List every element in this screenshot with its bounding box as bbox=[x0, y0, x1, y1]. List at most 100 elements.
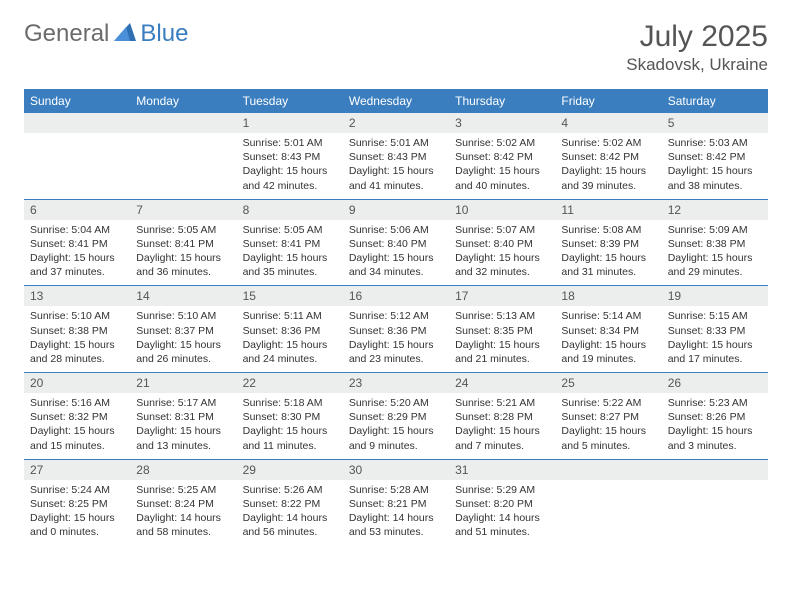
day-details: Sunrise: 5:26 AMSunset: 8:22 PMDaylight:… bbox=[237, 480, 343, 546]
weekday-header: Wednesday bbox=[343, 89, 449, 113]
sunrise-line: Sunrise: 5:01 AM bbox=[349, 136, 443, 150]
day-details: Sunrise: 5:08 AMSunset: 8:39 PMDaylight:… bbox=[555, 220, 661, 286]
day-details: Sunrise: 5:13 AMSunset: 8:35 PMDaylight:… bbox=[449, 306, 555, 372]
daylight-line: Daylight: 14 hours and 58 minutes. bbox=[136, 511, 230, 539]
sunset-line: Sunset: 8:28 PM bbox=[455, 410, 549, 424]
sunrise-line: Sunrise: 5:06 AM bbox=[349, 223, 443, 237]
weekday-header: Thursday bbox=[449, 89, 555, 113]
sunrise-line: Sunrise: 5:21 AM bbox=[455, 396, 549, 410]
sunset-line: Sunset: 8:20 PM bbox=[455, 497, 549, 511]
day-details: Sunrise: 5:10 AMSunset: 8:38 PMDaylight:… bbox=[24, 306, 130, 372]
day-number: 15 bbox=[237, 286, 343, 306]
calendar-cell: 7Sunrise: 5:05 AMSunset: 8:41 PMDaylight… bbox=[130, 199, 236, 286]
calendar-cell: 28Sunrise: 5:25 AMSunset: 8:24 PMDayligh… bbox=[130, 459, 236, 545]
day-details: Sunrise: 5:14 AMSunset: 8:34 PMDaylight:… bbox=[555, 306, 661, 372]
day-details: Sunrise: 5:07 AMSunset: 8:40 PMDaylight:… bbox=[449, 220, 555, 286]
brand-triangle-icon bbox=[114, 23, 136, 46]
sunset-line: Sunset: 8:41 PM bbox=[243, 237, 337, 251]
calendar-cell bbox=[662, 459, 768, 545]
sunrise-line: Sunrise: 5:10 AM bbox=[136, 309, 230, 323]
daylight-line: Daylight: 14 hours and 56 minutes. bbox=[243, 511, 337, 539]
calendar-cell: 19Sunrise: 5:15 AMSunset: 8:33 PMDayligh… bbox=[662, 286, 768, 373]
daylight-line: Daylight: 15 hours and 21 minutes. bbox=[455, 338, 549, 366]
sunrise-line: Sunrise: 5:16 AM bbox=[30, 396, 124, 410]
sunset-line: Sunset: 8:43 PM bbox=[243, 150, 337, 164]
daylight-line: Daylight: 15 hours and 9 minutes. bbox=[349, 424, 443, 452]
daylight-line: Daylight: 15 hours and 19 minutes. bbox=[561, 338, 655, 366]
day-number: 18 bbox=[555, 286, 661, 306]
day-details: Sunrise: 5:05 AMSunset: 8:41 PMDaylight:… bbox=[130, 220, 236, 286]
calendar-cell: 9Sunrise: 5:06 AMSunset: 8:40 PMDaylight… bbox=[343, 199, 449, 286]
day-number: 21 bbox=[130, 373, 236, 393]
daylight-line: Daylight: 15 hours and 31 minutes. bbox=[561, 251, 655, 279]
sunset-line: Sunset: 8:38 PM bbox=[30, 324, 124, 338]
daylight-line: Daylight: 14 hours and 53 minutes. bbox=[349, 511, 443, 539]
sunset-line: Sunset: 8:41 PM bbox=[136, 237, 230, 251]
day-number: 4 bbox=[555, 113, 661, 133]
calendar-cell: 25Sunrise: 5:22 AMSunset: 8:27 PMDayligh… bbox=[555, 373, 661, 460]
sunset-line: Sunset: 8:25 PM bbox=[30, 497, 124, 511]
sunrise-line: Sunrise: 5:12 AM bbox=[349, 309, 443, 323]
day-details: Sunrise: 5:22 AMSunset: 8:27 PMDaylight:… bbox=[555, 393, 661, 459]
page-header: General Blue July 2025 Skadovsk, Ukraine bbox=[24, 20, 768, 75]
day-number: 20 bbox=[24, 373, 130, 393]
calendar-week-row: 20Sunrise: 5:16 AMSunset: 8:32 PMDayligh… bbox=[24, 373, 768, 460]
daylight-line: Daylight: 15 hours and 23 minutes. bbox=[349, 338, 443, 366]
sunset-line: Sunset: 8:35 PM bbox=[455, 324, 549, 338]
calendar-table: Sunday Monday Tuesday Wednesday Thursday… bbox=[24, 89, 768, 545]
calendar-week-row: 6Sunrise: 5:04 AMSunset: 8:41 PMDaylight… bbox=[24, 199, 768, 286]
calendar-cell: 15Sunrise: 5:11 AMSunset: 8:36 PMDayligh… bbox=[237, 286, 343, 373]
day-number: 24 bbox=[449, 373, 555, 393]
day-number: 27 bbox=[24, 460, 130, 480]
daylight-line: Daylight: 14 hours and 51 minutes. bbox=[455, 511, 549, 539]
sunset-line: Sunset: 8:21 PM bbox=[349, 497, 443, 511]
calendar-cell: 1Sunrise: 5:01 AMSunset: 8:43 PMDaylight… bbox=[237, 113, 343, 199]
daylight-line: Daylight: 15 hours and 38 minutes. bbox=[668, 164, 762, 192]
sunset-line: Sunset: 8:41 PM bbox=[30, 237, 124, 251]
day-number: 12 bbox=[662, 200, 768, 220]
daylight-line: Daylight: 15 hours and 5 minutes. bbox=[561, 424, 655, 452]
calendar-cell: 27Sunrise: 5:24 AMSunset: 8:25 PMDayligh… bbox=[24, 459, 130, 545]
sunrise-line: Sunrise: 5:23 AM bbox=[668, 396, 762, 410]
calendar-cell: 8Sunrise: 5:05 AMSunset: 8:41 PMDaylight… bbox=[237, 199, 343, 286]
daylight-line: Daylight: 15 hours and 35 minutes. bbox=[243, 251, 337, 279]
day-details: Sunrise: 5:11 AMSunset: 8:36 PMDaylight:… bbox=[237, 306, 343, 372]
sunrise-line: Sunrise: 5:10 AM bbox=[30, 309, 124, 323]
daylight-line: Daylight: 15 hours and 26 minutes. bbox=[136, 338, 230, 366]
title-block: July 2025 Skadovsk, Ukraine bbox=[626, 20, 768, 75]
weekday-header: Friday bbox=[555, 89, 661, 113]
day-details: Sunrise: 5:09 AMSunset: 8:38 PMDaylight:… bbox=[662, 220, 768, 286]
calendar-cell: 18Sunrise: 5:14 AMSunset: 8:34 PMDayligh… bbox=[555, 286, 661, 373]
day-details: Sunrise: 5:23 AMSunset: 8:26 PMDaylight:… bbox=[662, 393, 768, 459]
calendar-week-row: 27Sunrise: 5:24 AMSunset: 8:25 PMDayligh… bbox=[24, 459, 768, 545]
calendar-cell: 10Sunrise: 5:07 AMSunset: 8:40 PMDayligh… bbox=[449, 199, 555, 286]
calendar-week-row: 13Sunrise: 5:10 AMSunset: 8:38 PMDayligh… bbox=[24, 286, 768, 373]
calendar-cell: 23Sunrise: 5:20 AMSunset: 8:29 PMDayligh… bbox=[343, 373, 449, 460]
sunrise-line: Sunrise: 5:07 AM bbox=[455, 223, 549, 237]
day-number: 30 bbox=[343, 460, 449, 480]
sunset-line: Sunset: 8:42 PM bbox=[561, 150, 655, 164]
daylight-line: Daylight: 15 hours and 37 minutes. bbox=[30, 251, 124, 279]
day-details: Sunrise: 5:10 AMSunset: 8:37 PMDaylight:… bbox=[130, 306, 236, 372]
sunrise-line: Sunrise: 5:04 AM bbox=[30, 223, 124, 237]
day-details: Sunrise: 5:28 AMSunset: 8:21 PMDaylight:… bbox=[343, 480, 449, 546]
sunset-line: Sunset: 8:33 PM bbox=[668, 324, 762, 338]
sunset-line: Sunset: 8:42 PM bbox=[668, 150, 762, 164]
day-number: 26 bbox=[662, 373, 768, 393]
day-details: Sunrise: 5:24 AMSunset: 8:25 PMDaylight:… bbox=[24, 480, 130, 546]
sunrise-line: Sunrise: 5:03 AM bbox=[668, 136, 762, 150]
day-number: 17 bbox=[449, 286, 555, 306]
calendar-cell: 29Sunrise: 5:26 AMSunset: 8:22 PMDayligh… bbox=[237, 459, 343, 545]
weekday-header: Monday bbox=[130, 89, 236, 113]
sunset-line: Sunset: 8:36 PM bbox=[243, 324, 337, 338]
day-details: Sunrise: 5:16 AMSunset: 8:32 PMDaylight:… bbox=[24, 393, 130, 459]
calendar-cell: 12Sunrise: 5:09 AMSunset: 8:38 PMDayligh… bbox=[662, 199, 768, 286]
day-number: 31 bbox=[449, 460, 555, 480]
day-number: 6 bbox=[24, 200, 130, 220]
sunrise-line: Sunrise: 5:28 AM bbox=[349, 483, 443, 497]
day-details: Sunrise: 5:18 AMSunset: 8:30 PMDaylight:… bbox=[237, 393, 343, 459]
daylight-line: Daylight: 15 hours and 24 minutes. bbox=[243, 338, 337, 366]
calendar-cell: 31Sunrise: 5:29 AMSunset: 8:20 PMDayligh… bbox=[449, 459, 555, 545]
day-number: 29 bbox=[237, 460, 343, 480]
daylight-line: Daylight: 15 hours and 17 minutes. bbox=[668, 338, 762, 366]
